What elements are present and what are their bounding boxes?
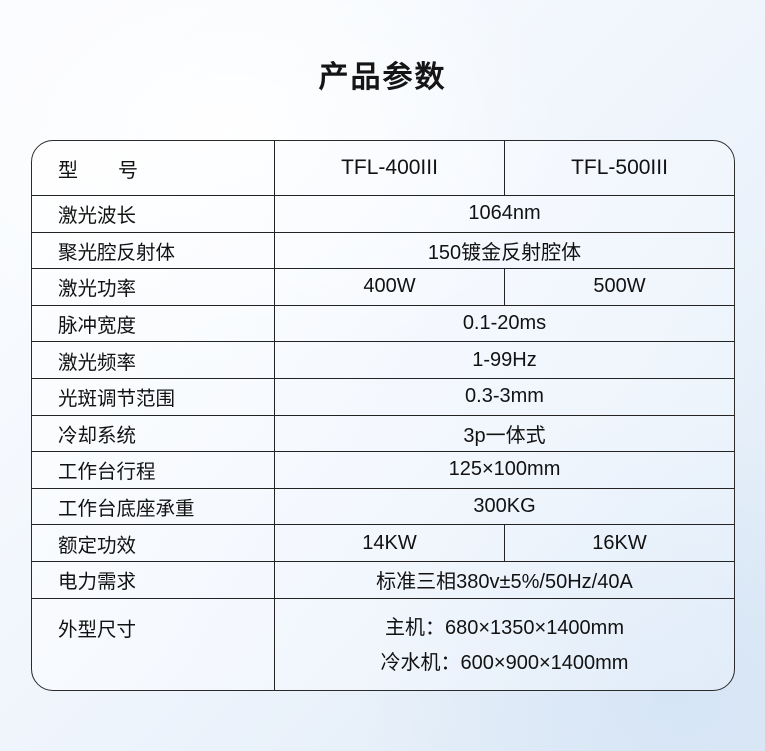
header-value-cells: TFL-400III TFL-500III [274, 141, 734, 195]
row-label: 激光功率 [58, 278, 137, 301]
row-values: 14KW 16KW [274, 525, 734, 561]
row-values: 1-99Hz [274, 342, 734, 378]
row-values: 0.1-20ms [274, 305, 734, 342]
table-row: 工作台底座承重 300KG [32, 488, 734, 526]
table-row: 额定功效 14KW 16KW [32, 525, 734, 562]
row-label: 工作台行程 [58, 461, 156, 484]
row-value: 3p一体式 [463, 424, 546, 447]
row-value-model-a: 400W [363, 275, 416, 298]
row-label: 脉冲宽度 [58, 315, 137, 338]
row-value: 1064nm [468, 202, 541, 225]
row-value-line-main-unit: 主机：680×1350×1400mm [384, 616, 625, 639]
table-row: 外型尺寸 主机：680×1350×1400mm 冷水机：600×900×1400… [32, 598, 734, 690]
header-model-b: TFL-500III [504, 141, 734, 195]
row-values: 主机：680×1350×1400mm 冷水机：600×900×1400mm [274, 598, 734, 690]
header-model-a: TFL-400III [341, 156, 438, 179]
row-value-line-chiller: 冷水机：600×900×1400mm [380, 651, 629, 674]
row-values: 标准三相380v±5%/50Hz/40A [274, 561, 734, 598]
table-row: 工作台行程 125×100mm [32, 452, 734, 489]
row-value: 0.3-3mm [465, 385, 544, 408]
row-values: 3p一体式 [274, 415, 734, 452]
table-row: 冷却系统 3p一体式 [32, 415, 734, 453]
row-label: 激光频率 [58, 351, 137, 374]
table-row: 激光频率 1-99Hz [32, 342, 734, 379]
row-value-model-b: 500W [504, 269, 734, 305]
row-value: 125×100mm [448, 458, 561, 481]
row-label: 冷却系统 [58, 424, 137, 447]
row-values: 125×100mm [274, 452, 734, 488]
table-row: 脉冲宽度 0.1-20ms [32, 305, 734, 343]
row-label: 光斑调节范围 [58, 388, 176, 411]
row-value: 150镀金反射腔体 [427, 241, 582, 264]
row-value: 0.1-20ms [462, 312, 547, 335]
header-label-model-part2: 号 [118, 159, 138, 182]
product-spec-table: 型号 TFL-400III TFL-500III 激光波长 1064nm 聚光腔… [31, 140, 735, 691]
row-label: 聚光腔反射体 [58, 241, 176, 264]
row-values: 150镀金反射腔体 [274, 232, 734, 269]
table-row: 激光功率 400W 500W [32, 269, 734, 306]
row-label: 外型尺寸 [58, 618, 137, 641]
row-value-stack: 主机：680×1350×1400mm 冷水机：600×900×1400mm [275, 599, 734, 675]
row-value-model-b: 16KW [504, 525, 734, 561]
table-row: 激光波长 1064nm [32, 196, 734, 233]
table-body: 型号 TFL-400III TFL-500III 激光波长 1064nm 聚光腔… [32, 141, 734, 690]
page-title: 产品参数 [318, 61, 447, 94]
header-label-model-part1: 型 [58, 159, 78, 182]
row-values: 300KG [274, 488, 734, 525]
header-label-model: 型号 [32, 154, 274, 183]
row-value: 300KG [473, 495, 536, 518]
row-label: 工作台底座承重 [58, 498, 195, 521]
table-row: 电力需求 标准三相380v±5%/50Hz/40A [32, 561, 734, 599]
row-value-model-a: 14KW [362, 531, 417, 554]
row-value: 1-99Hz [472, 348, 537, 371]
table-row: 光斑调节范围 0.3-3mm [32, 378, 734, 416]
table-header-row: 型号 TFL-400III TFL-500III [32, 141, 734, 196]
row-label: 电力需求 [58, 571, 137, 594]
row-values: 400W 500W [274, 269, 734, 305]
row-label: 额定功效 [58, 534, 137, 557]
row-value: 标准三相380v±5%/50Hz/40A [376, 571, 633, 594]
row-values: 0.3-3mm [274, 378, 734, 415]
row-values: 1064nm [274, 196, 734, 232]
row-label: 激光波长 [58, 205, 137, 228]
table-row: 聚光腔反射体 150镀金反射腔体 [32, 232, 734, 270]
